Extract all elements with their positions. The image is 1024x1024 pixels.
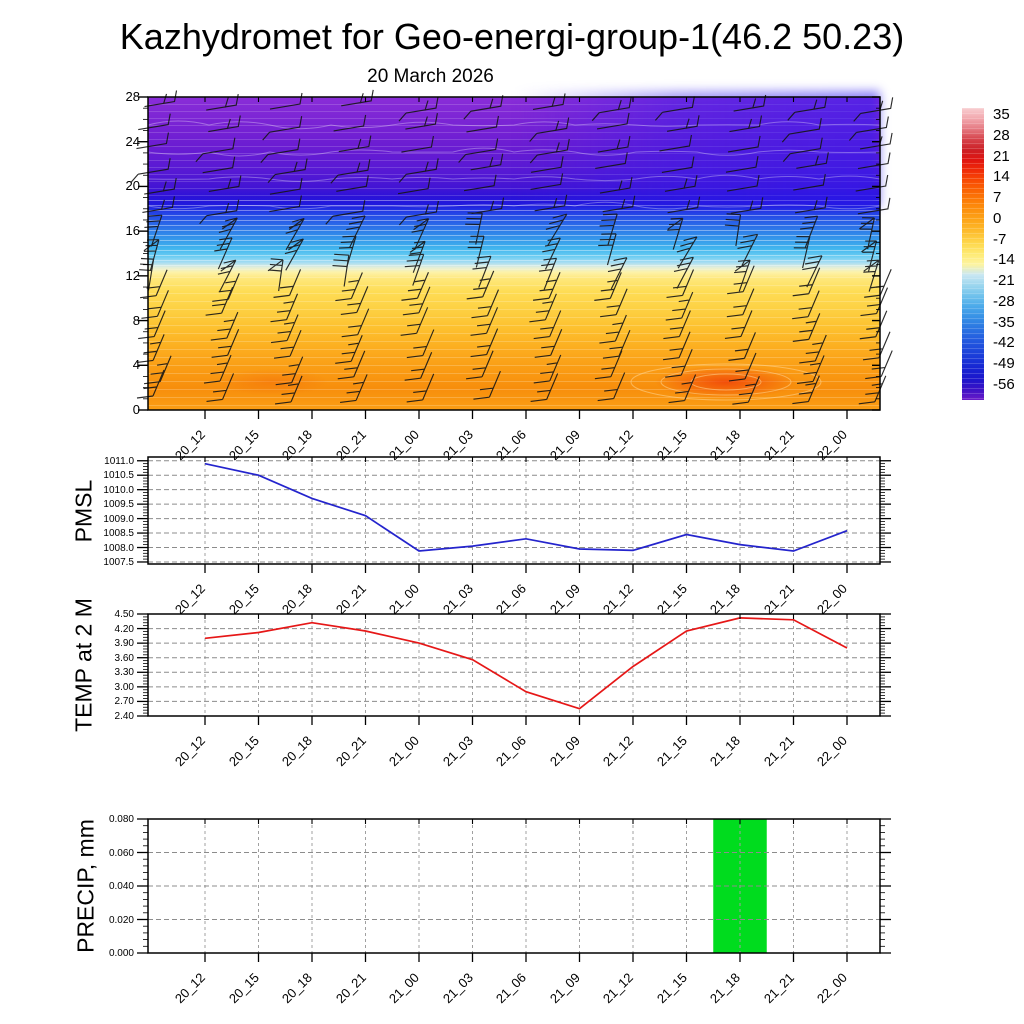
colorbar-tick-label: 0 [993,209,1002,227]
x-tick-label: 21_09 [546,732,583,770]
y-tick-label: 3.30 [114,667,134,679]
x-tick-label: 20_21 [332,732,369,770]
pmsl-line [204,462,848,552]
y-tick-label: 1008.5 [103,528,134,540]
y-tick-label: 1009.0 [103,513,134,525]
x-tick-label: 21_00 [385,969,423,1007]
warm-surface-maximum [631,359,822,404]
x-tick-label: 20_12 [171,969,209,1007]
temp-plot [137,613,891,725]
x-tick-label: 20_15 [225,732,262,770]
x-tick-label: 20_12 [171,732,209,770]
y-tick-label: 0.040 [108,881,134,892]
profile-y-tick-label: 4 [132,357,140,373]
x-tick-label: 20_21 [332,969,369,1007]
y-tick-label: 0.000 [108,948,134,959]
x-tick-label: 21_18 [706,969,744,1007]
y-tick-label: 3.00 [114,681,134,693]
profile-y-tick-label: 12 [125,267,140,283]
colorbar-tick-label: -49 [993,355,1015,373]
colorbar-tick-label: -28 [993,292,1015,310]
x-tick-label: 21_00 [385,732,423,770]
x-tick-label: 21_12 [599,732,637,770]
x-tick-label: 21_15 [653,732,690,770]
x-tick-label: 21_06 [492,732,530,770]
colorbar-tick-label: -42 [993,334,1015,352]
colorbar-tick-label: 21 [993,147,1010,165]
x-tick-label: 20_15 [225,969,262,1007]
colorbar [962,108,984,400]
x-tick-label: 22_00 [813,732,851,770]
colorbar-tick-label: 7 [993,189,1002,207]
colorbar-tick-label: -21 [993,272,1015,290]
y-tick-label: 1008.0 [103,542,134,554]
profile-y-tick-label: 0 [132,402,140,417]
colorbar-tick-label: -56 [993,376,1015,393]
colorbar-tick-label: 35 [993,106,1010,123]
x-tick-label: 21_03 [439,969,476,1007]
colorbar-tick-label: 28 [993,126,1010,144]
y-tick-label: 0.020 [108,914,134,926]
x-tick-label: 21_12 [599,969,637,1007]
y-tick-label: 0.080 [108,814,134,825]
profile-panel [130,89,894,419]
colorbar-stripes [962,108,984,400]
precip-panel [137,818,891,962]
x-tick-label: 21_06 [492,969,530,1007]
x-tick-label: 21_21 [760,969,797,1007]
profile-y-tick-label: 16 [125,223,140,239]
warm-surface-patch [191,363,353,401]
x-tick-label: 21_18 [706,732,744,770]
y-tick-label: 4.50 [114,609,134,620]
x-tick-label: 21_21 [760,732,797,770]
y-tick-label: 2.70 [114,696,134,708]
pmsl-plot [137,456,891,573]
y-tick-label: 1007.5 [103,556,134,568]
temp-panel [137,613,891,725]
profile-plot [130,89,894,419]
colorbar-tick-label: -14 [993,251,1015,269]
y-tick-label: 1011.0 [104,455,134,467]
wind-barbs [130,89,894,405]
profile-y-tick-label: 28 [125,89,140,104]
profile-y-tick-label: 24 [125,133,140,149]
x-tick-label: 22_00 [813,969,851,1007]
colorbar-tick-label: 14 [993,168,1010,186]
page-title: Kazhydromet for Geo-energi-group-1(46.2 … [119,16,905,57]
x-tick-label: 20_18 [278,732,316,770]
x-tick-label: 21_03 [439,732,476,770]
y-tick-label: 1010.5 [103,470,134,482]
y-tick-label: 1010.0 [103,484,134,496]
x-tick-label: 21_09 [546,969,583,1007]
profile-y-tick-label: 8 [132,312,140,328]
y-tick-label: 0.060 [108,847,134,859]
pmsl-panel [137,456,891,573]
y-tick-label: 2.40 [114,711,134,722]
profile-y-tick-label: 20 [125,178,140,194]
x-tick-label: 21_15 [653,969,690,1007]
y-tick-label: 3.60 [114,652,134,664]
precip-plot [137,818,891,962]
colorbar-tick-label: -35 [993,313,1015,331]
date-subtitle: 20 March 2026 [367,66,494,87]
x-tick-label: 20_18 [278,969,316,1007]
y-tick-label: 1009.5 [103,499,134,511]
y-tick-label: 4.20 [114,623,134,635]
y-tick-label: 3.90 [114,638,134,650]
colorbar-tick-label: -7 [993,230,1007,248]
